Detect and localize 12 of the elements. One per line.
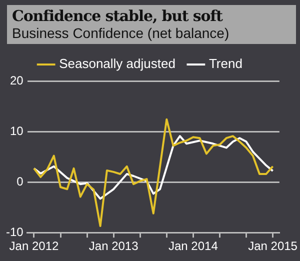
x-tick-label: Jan 2015 — [248, 239, 298, 254]
chart-title: Confidence stable, but soft — [12, 7, 224, 25]
chart-subtitle: Business Confidence (net balance) — [12, 25, 230, 41]
x-tick-label: Jan 2012 — [9, 239, 59, 254]
legend-label: Trend — [208, 56, 242, 72]
x-tick-label: Jan 2014 — [168, 239, 218, 254]
y-tick-label: -10 — [6, 224, 24, 239]
y-tick-label: 20 — [10, 73, 24, 88]
y-tick-label: 10 — [10, 124, 24, 138]
x-tick-label: Jan 2013 — [88, 239, 139, 254]
legend-label: Seasonally adjusted — [59, 56, 176, 72]
y-tick-label: 0 — [16, 174, 24, 188]
